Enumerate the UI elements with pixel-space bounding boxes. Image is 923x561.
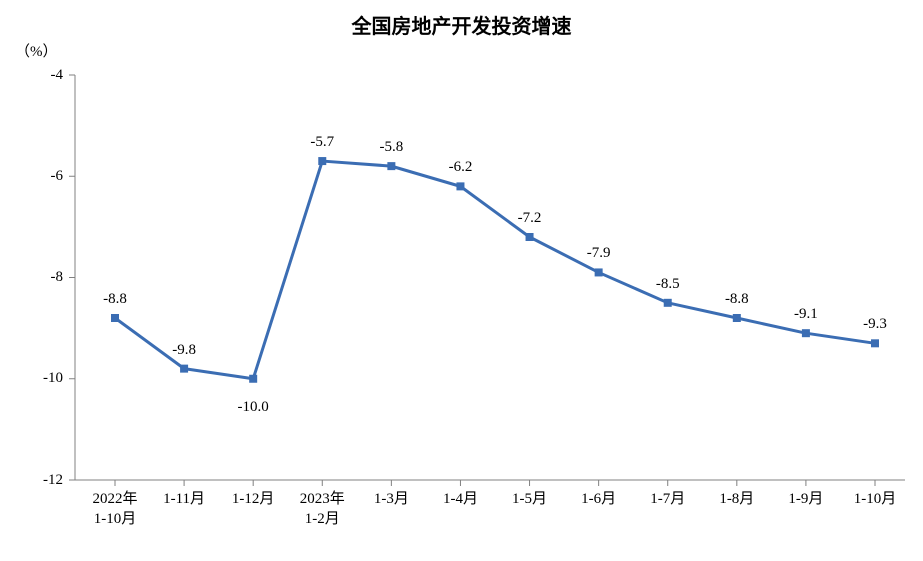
data-point-label: -5.8 [379,139,403,156]
x-tick-label: 1-9月 [766,490,846,510]
data-point-label: -8.8 [725,291,749,308]
y-tick-label: -10 [43,370,63,387]
chart-plot-area [0,0,923,561]
x-tick-label: 1-4月 [420,490,500,510]
data-point-label: -10.0 [238,399,269,416]
data-point-label: -9.3 [863,316,887,333]
x-tick-label: 1-10月 [835,490,915,510]
x-tick-label: 1-8月 [697,490,777,510]
data-point-label: -7.2 [518,210,542,227]
data-point-label: -8.5 [656,276,680,293]
y-tick-label: -4 [51,67,64,84]
y-tick-label: -6 [51,168,64,185]
data-point-label: -5.7 [310,134,334,151]
y-tick-label: -12 [43,472,63,489]
x-tick-label: 1-6月 [559,490,639,510]
data-point-label: -6.2 [449,159,473,176]
data-point-label: -8.8 [103,291,127,308]
x-tick-label: 2022年 1-10月 [75,490,155,529]
data-point-label: -9.1 [794,306,818,323]
x-tick-label: 2023年 1-2月 [282,490,362,529]
x-tick-label: 1-3月 [351,490,431,510]
x-tick-label: 1-7月 [628,490,708,510]
x-tick-label: 1-11月 [144,490,224,510]
data-point-label: -9.8 [172,342,196,359]
x-tick-label: 1-12月 [213,490,293,510]
x-tick-label: 1-5月 [490,490,570,510]
data-point-label: -7.9 [587,245,611,262]
y-tick-label: -8 [51,269,64,286]
